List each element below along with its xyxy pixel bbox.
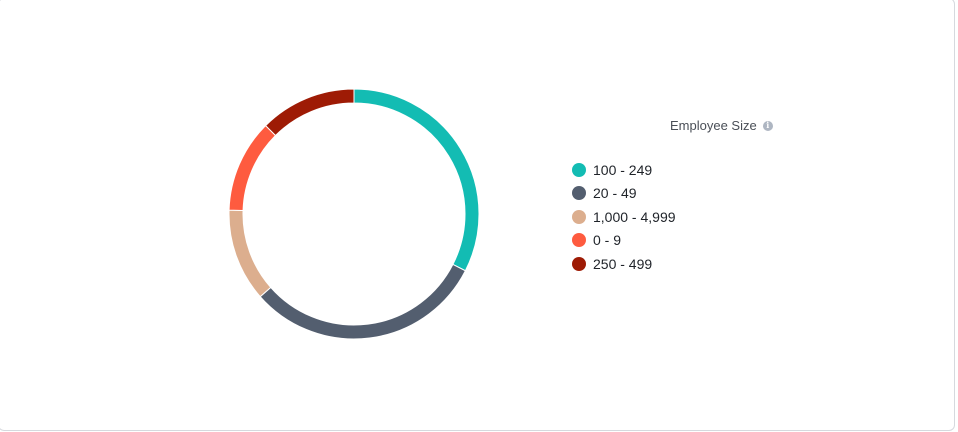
donut-slice-0-9[interactable] bbox=[228, 124, 277, 212]
legend-item[interactable]: 100 - 249 bbox=[572, 158, 676, 182]
info-icon[interactable] bbox=[762, 120, 773, 131]
legend-label: 250 - 499 bbox=[593, 255, 653, 272]
legend-label: 100 - 249 bbox=[593, 161, 653, 178]
legend-swatch bbox=[572, 256, 586, 271]
legend-swatch bbox=[572, 162, 586, 177]
legend-item[interactable]: 0 - 9 bbox=[572, 229, 676, 253]
donut-slice-100-249[interactable] bbox=[353, 88, 480, 272]
legend-label: 0 - 9 bbox=[593, 232, 622, 249]
legend-title-text: Employee Size bbox=[670, 118, 757, 133]
legend-items: 100 - 249 20 - 49 1,000 - 4,999 0 - 9 250 - … bbox=[572, 158, 676, 276]
legend-item[interactable]: 1,000 - 4,999 bbox=[572, 205, 676, 229]
legend-item[interactable]: 20 - 49 bbox=[572, 182, 676, 206]
donut-slice-1-000-4-999[interactable] bbox=[228, 209, 272, 298]
legend-swatch bbox=[572, 186, 586, 201]
legend-label: 1,000 - 4,999 bbox=[593, 208, 676, 225]
legend-swatch bbox=[572, 233, 586, 248]
legend-label: 20 - 49 bbox=[593, 185, 637, 202]
donut-slice-20-49[interactable] bbox=[259, 263, 467, 340]
legend-item[interactable]: 250 - 499 bbox=[572, 252, 676, 276]
legend-title: Employee Size bbox=[670, 118, 773, 133]
legend-swatch bbox=[572, 209, 586, 224]
donut-slice-250-499[interactable] bbox=[264, 88, 355, 137]
